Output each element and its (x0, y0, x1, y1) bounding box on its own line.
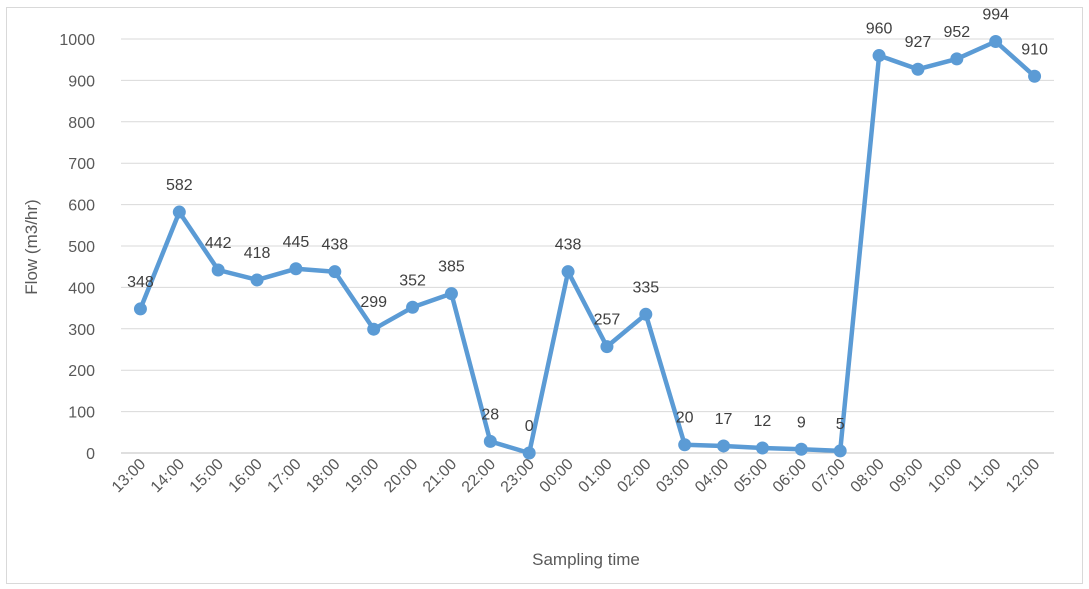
data-label: 299 (360, 294, 387, 311)
x-tick-label: 17:00 (264, 456, 304, 496)
y-tick-label: 100 (68, 405, 95, 422)
data-label: 438 (321, 237, 348, 254)
data-label: 438 (555, 237, 582, 254)
data-label: 994 (982, 6, 1009, 23)
data-point (522, 446, 536, 460)
data-label: 445 (283, 234, 310, 251)
x-tick-label: 12:00 (1003, 456, 1043, 496)
x-tick-label: 06:00 (770, 456, 810, 496)
y-tick-label: 600 (68, 198, 95, 215)
data-point (794, 442, 808, 456)
data-label: 352 (399, 272, 426, 289)
data-label: 12 (754, 413, 772, 430)
y-tick-label: 900 (68, 73, 95, 90)
y-tick-label: 800 (68, 115, 95, 132)
data-point (328, 265, 342, 279)
data-point (172, 205, 186, 219)
data-point (133, 302, 147, 316)
x-tick-label: 00:00 (537, 456, 577, 496)
x-tick-label: 20:00 (381, 456, 421, 496)
x-tick-label: 01:00 (575, 456, 615, 496)
data-label: 910 (1021, 41, 1048, 58)
x-tick-label: 21:00 (420, 456, 460, 496)
y-tick-label: 700 (68, 156, 95, 173)
x-tick-label: 05:00 (731, 456, 771, 496)
x-tick-label: 13:00 (109, 456, 149, 496)
y-axis-title: Flow (m3/hr) (22, 199, 41, 294)
x-tick-label: 15:00 (187, 456, 227, 496)
data-point (406, 300, 420, 314)
data-label: 9 (797, 414, 806, 431)
data-point (600, 340, 614, 354)
data-point (250, 273, 264, 287)
y-tick-label: 0 (86, 446, 95, 463)
x-tick-label: 11:00 (965, 456, 1005, 496)
x-tick-label: 07:00 (809, 456, 849, 496)
data-point (1028, 69, 1042, 83)
x-tick-label: 18:00 (303, 456, 343, 496)
data-point (483, 434, 497, 448)
x-axis-title: Sampling time (532, 550, 640, 569)
data-point (755, 441, 769, 455)
data-label: 257 (594, 312, 621, 329)
x-tick-label: 08:00 (848, 456, 888, 496)
y-tick-label: 300 (68, 322, 95, 339)
data-point (211, 263, 225, 277)
x-tick-label: 14:00 (148, 456, 188, 496)
y-tick-label: 500 (68, 239, 95, 256)
data-label: 5 (836, 416, 845, 433)
data-point (444, 287, 458, 301)
gridlines (121, 38, 1054, 454)
data-label: 952 (943, 24, 970, 41)
series-line (138, 39, 1037, 456)
x-tick-label: 03:00 (653, 456, 693, 496)
data-label: 960 (866, 21, 893, 38)
y-tick-label: 1000 (59, 32, 95, 49)
data-point (367, 322, 381, 336)
data-label: 348 (127, 274, 154, 291)
data-label: 28 (481, 406, 499, 423)
data-label: 0 (525, 418, 534, 435)
data-point (561, 265, 575, 279)
data-point (950, 52, 964, 66)
data-label: 582 (166, 177, 193, 194)
data-point (872, 49, 886, 63)
data-point (911, 62, 925, 76)
data-point (989, 34, 1003, 48)
data-point (678, 438, 692, 452)
x-tick-label: 19:00 (342, 456, 382, 496)
x-tick-label: 16:00 (226, 456, 266, 496)
data-point (717, 439, 731, 453)
x-tick-label: 02:00 (614, 456, 654, 496)
data-point (639, 307, 653, 321)
data-point (833, 444, 847, 458)
data-label: 17 (715, 411, 733, 428)
data-label: 385 (438, 259, 465, 276)
x-tick-label: 10:00 (925, 456, 965, 496)
data-point (289, 262, 303, 276)
data-label: 20 (676, 410, 694, 427)
x-tick-label: 22:00 (459, 456, 499, 496)
data-label: 927 (905, 34, 932, 51)
data-label: 418 (244, 245, 271, 262)
series-flow (133, 34, 1042, 460)
chart-frame (6, 7, 1083, 584)
y-tick-label: 400 (68, 280, 95, 297)
data-label: 335 (632, 279, 659, 296)
data-labels: 348 582 442 418 445 438 299 352 385 28 0 438 257 335 2… (127, 6, 1048, 435)
y-tick-label: 200 (68, 363, 95, 380)
data-label: 442 (205, 235, 232, 252)
x-tick-label: 04:00 (692, 456, 732, 496)
x-tick-label: 23:00 (498, 456, 538, 496)
y-axis-ticks: 0 100 200 300 400 500 600 700 800 900 1000 (59, 32, 95, 463)
x-tick-label: 09:00 (886, 456, 926, 496)
x-axis-ticks: 13:0014:0015:0016:0017:0018:0019:0020:00… (109, 456, 1044, 496)
